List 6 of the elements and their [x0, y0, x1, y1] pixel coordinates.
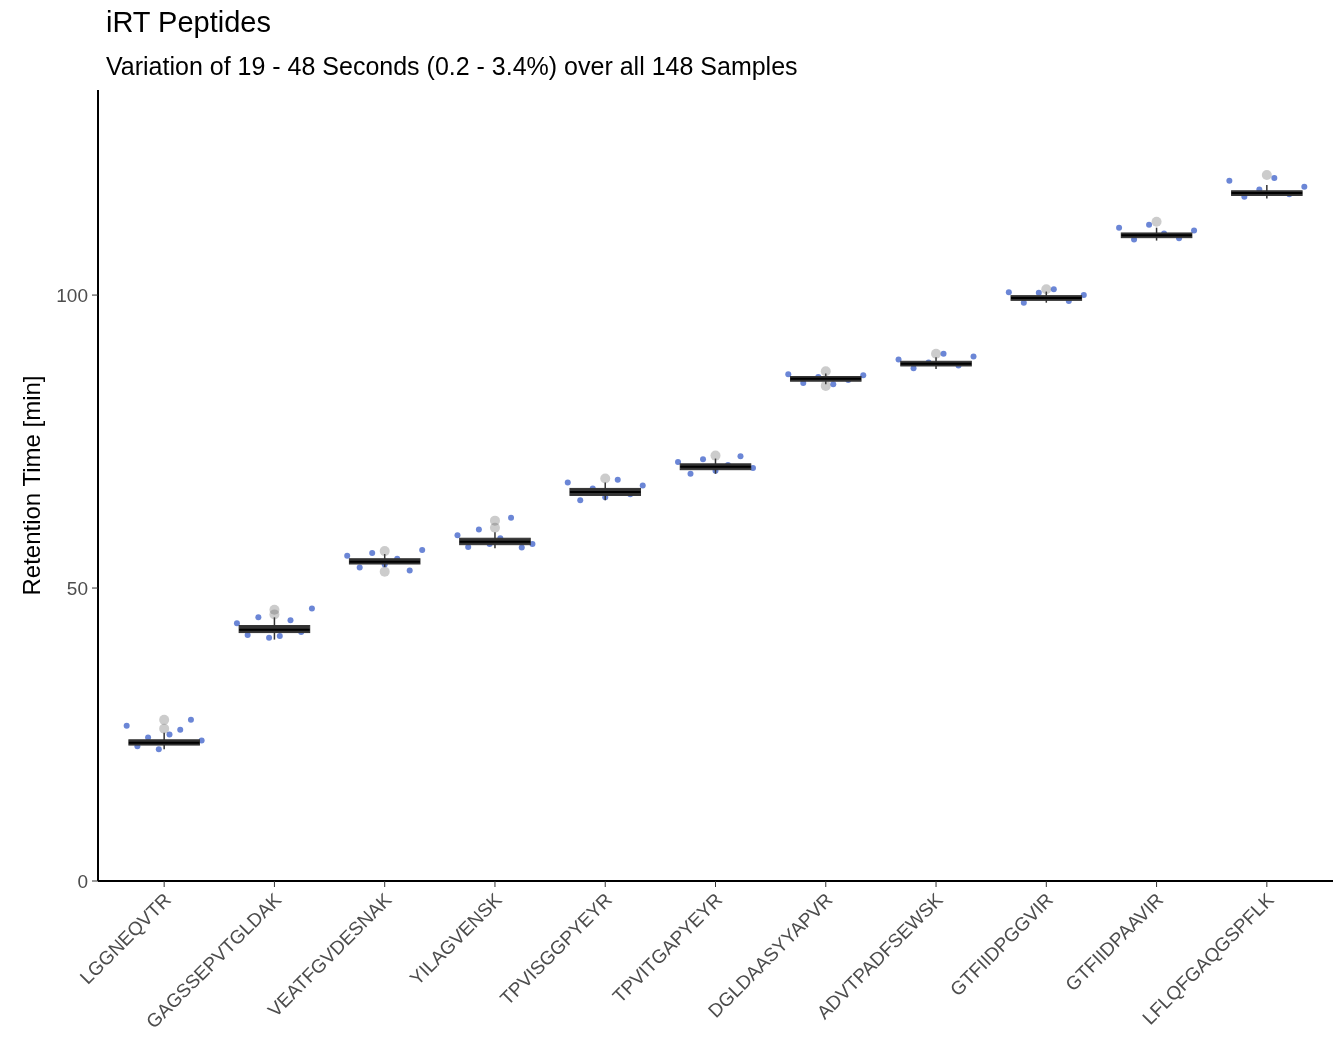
y-axis-title: Retention Time [min] — [18, 375, 45, 596]
chart-subtitle: Variation of 19 - 48 Seconds (0.2 - 3.4%) over all 148 Samples — [106, 52, 798, 80]
y-tick-label: 100 — [56, 284, 88, 306]
y-tick-label: 50 — [66, 577, 88, 599]
y-tick-label: 0 — [77, 870, 88, 892]
chart-title: iRT Peptides — [106, 6, 271, 38]
